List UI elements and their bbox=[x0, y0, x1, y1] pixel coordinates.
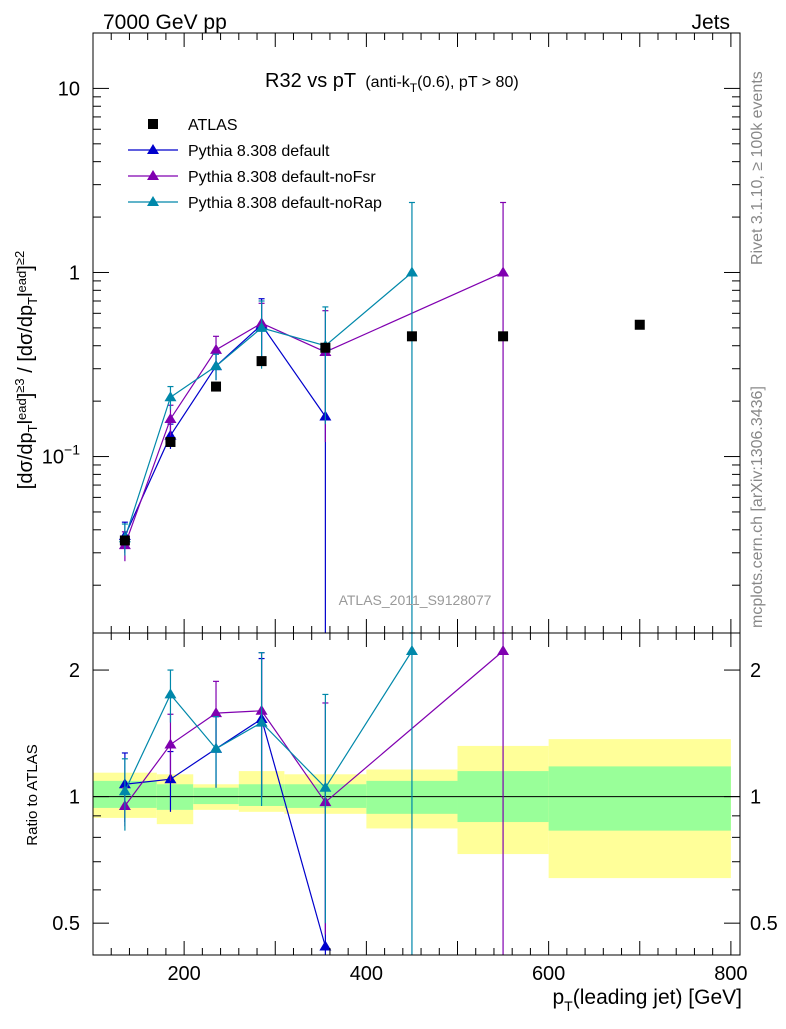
atlas-marker bbox=[256, 356, 267, 367]
ratio-marker bbox=[405, 644, 418, 655]
ratio-y-tick-label-right: 1 bbox=[750, 787, 761, 809]
legend-label: Pythia 8.308 default-noRap bbox=[188, 195, 382, 212]
legend-label: Pythia 8.308 default-noFsr bbox=[188, 169, 376, 186]
ratio-panel: 200 400 600 800 0.5 0.5 1 1 2 2 bbox=[52, 632, 778, 985]
series-marker bbox=[405, 266, 418, 277]
atlas-marker bbox=[498, 331, 509, 342]
y-tick-label: 10 bbox=[58, 78, 80, 100]
legend-label: Pythia 8.308 default bbox=[188, 143, 330, 160]
atlas-marker bbox=[119, 535, 130, 546]
legend-atlas-label: ATLAS bbox=[188, 117, 238, 134]
legend-atlas-marker bbox=[148, 119, 158, 129]
atlas-marker bbox=[634, 319, 645, 330]
header-right: Jets bbox=[691, 11, 730, 34]
x-tick-label: 200 bbox=[167, 963, 200, 985]
side-label-bottom: mcplots.cern.ch [arXiv:1306.3436] bbox=[749, 386, 766, 628]
series-marker bbox=[210, 343, 223, 354]
ratio-line-0 bbox=[124, 718, 326, 947]
y-tick-label: 10−1 bbox=[42, 442, 80, 469]
series-marker bbox=[497, 266, 510, 277]
header-left: 7000 GeV pp bbox=[103, 11, 227, 34]
x-tick-label: 400 bbox=[350, 963, 383, 985]
ratio-y-axis-label: Ratio to ATLAS bbox=[24, 744, 41, 845]
series-line-0 bbox=[124, 323, 326, 537]
ratio-marker bbox=[164, 688, 177, 699]
atlas-marker bbox=[406, 331, 417, 342]
main-panel: 10−1 1 10 R32 vs pT (anti-kT(0.6), pT > 80… bbox=[42, 32, 741, 634]
ratio-marker bbox=[118, 785, 131, 796]
ratio-axes: 200 400 600 800 0.5 0.5 1 1 2 2 bbox=[52, 633, 778, 985]
main-axes: 10−1 1 10 bbox=[42, 32, 740, 633]
title-sub: (anti-kT(0.6), pT > 80) bbox=[365, 74, 518, 95]
x-tick-label: 600 bbox=[532, 963, 565, 985]
atlas-marker bbox=[211, 381, 222, 392]
series-line-1 bbox=[124, 271, 504, 546]
y-tick-label: 1 bbox=[69, 262, 80, 284]
main-data-layer bbox=[118, 201, 645, 633]
ratio-y-tick-label-right: 2 bbox=[750, 660, 761, 682]
atlas-marker bbox=[320, 342, 331, 353]
ratio-marker bbox=[319, 781, 332, 792]
ratio-line-2 bbox=[124, 650, 413, 792]
x-tick-label: 800 bbox=[714, 963, 747, 985]
ratio-marker bbox=[164, 738, 177, 749]
ratio-marker bbox=[255, 716, 268, 727]
series-marker bbox=[255, 321, 268, 332]
series-line-2 bbox=[124, 272, 413, 539]
ratio-y-tick-label: 1 bbox=[69, 787, 80, 809]
ratio-y-tick-label: 0.5 bbox=[52, 913, 80, 935]
ratio-marker bbox=[210, 707, 223, 718]
ratio-y-tick-label-right: 0.5 bbox=[750, 913, 778, 935]
ratio-y-tick-label: 2 bbox=[69, 660, 80, 682]
y-axis-label: [dσ/dpTlead]≥3 / [dσ/dpTlead]≥2 bbox=[12, 251, 40, 489]
side-label-top: Rivet 3.1.10, ≥ 100k events bbox=[749, 71, 766, 265]
ratio-band-green bbox=[193, 787, 239, 805]
ratio-band-green bbox=[548, 766, 731, 831]
ratio-marker bbox=[319, 940, 332, 951]
x-axis-label: pT(leading jet) [GeV] bbox=[552, 986, 742, 1014]
series-marker bbox=[164, 412, 177, 423]
series-marker bbox=[210, 360, 223, 371]
ratio-plot-frame bbox=[92, 632, 741, 956]
analysis-label: ATLAS_2011_S9128077 bbox=[339, 592, 492, 608]
ratio-line-1 bbox=[124, 650, 504, 807]
ratio-marker bbox=[497, 644, 510, 655]
y-tick-exponent: −1 bbox=[64, 442, 80, 458]
legend-marker bbox=[147, 144, 159, 154]
title-main: R32 vs pT bbox=[265, 70, 356, 92]
ratio-marker bbox=[210, 742, 223, 753]
legend-marker bbox=[147, 170, 159, 180]
legend-marker bbox=[147, 196, 159, 206]
chart-title: R32 vs pT (anti-kT(0.6), pT > 80) bbox=[265, 70, 519, 95]
ratio-data-layer bbox=[93, 632, 740, 955]
atlas-marker bbox=[165, 436, 176, 447]
series-marker bbox=[164, 391, 177, 402]
legend: ATLAS Pythia 8.308 default Pythia 8.308 de… bbox=[128, 117, 382, 212]
